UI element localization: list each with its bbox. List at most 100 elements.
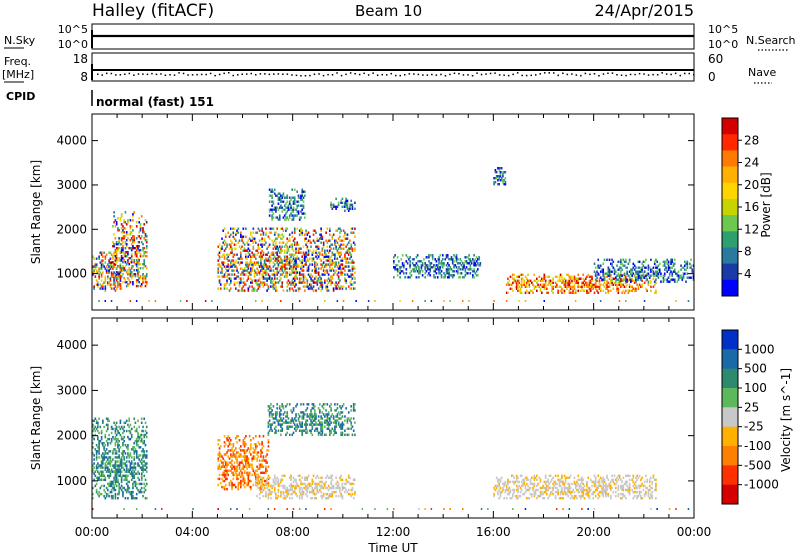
vel-cell — [217, 439, 220, 442]
vel-cell — [226, 461, 228, 464]
power-cell — [243, 283, 246, 286]
power-cell — [435, 268, 438, 271]
power-cell — [245, 235, 247, 238]
vel-cell — [326, 492, 329, 496]
power-cell — [93, 265, 95, 268]
vel-cell — [247, 475, 250, 479]
nave-dot — [602, 73, 605, 75]
vel-cell — [250, 487, 252, 491]
power-cell — [300, 277, 302, 280]
power-cell — [135, 245, 138, 248]
power-cell — [655, 274, 657, 277]
vel-cell — [336, 403, 339, 406]
vel-cell — [102, 442, 104, 445]
power-cell — [287, 218, 290, 221]
power-cell — [143, 251, 146, 254]
vel-cell — [290, 492, 292, 496]
power-cell — [252, 263, 255, 266]
vel-cell — [315, 423, 317, 426]
power-cell — [248, 263, 251, 266]
power-cell — [503, 171, 506, 174]
power-cell — [298, 251, 301, 254]
power-cell — [351, 249, 354, 252]
vel-cell — [93, 458, 95, 461]
power-cell — [638, 283, 641, 286]
power-cell — [297, 287, 300, 290]
power-cell — [336, 241, 339, 244]
vel-cell — [300, 411, 302, 414]
power-cell — [327, 259, 330, 262]
vel-cell — [327, 427, 330, 430]
vel-cell — [275, 482, 277, 486]
power-cell — [322, 255, 325, 258]
power-cell — [135, 263, 138, 266]
power-cell — [258, 239, 261, 242]
power-cell — [630, 278, 632, 281]
vel-cell — [324, 433, 326, 437]
vel-cell — [238, 463, 241, 466]
power-cell — [352, 241, 355, 244]
vel-cell — [242, 465, 245, 468]
vel-cell — [231, 483, 233, 487]
vel-cell — [255, 473, 257, 477]
vel-cell — [235, 469, 237, 473]
power-cell — [258, 273, 261, 276]
power-cell — [246, 257, 248, 260]
vel-cell — [256, 453, 258, 456]
power-cell — [413, 258, 415, 261]
power-cell — [556, 285, 558, 288]
power-cell — [435, 260, 438, 263]
power-cell — [305, 251, 307, 254]
power-cell — [597, 291, 600, 294]
power-cell — [243, 249, 246, 252]
vel-cell — [103, 456, 105, 459]
power-cell — [283, 255, 286, 258]
vel-cell — [114, 429, 117, 433]
vel-cell — [327, 421, 330, 424]
power-cell — [223, 253, 226, 256]
vel-cell — [132, 494, 134, 498]
power-cell — [119, 275, 122, 278]
power-cell — [640, 285, 642, 288]
power-cell — [235, 265, 237, 268]
vel-cell — [330, 494, 332, 498]
vel-cell — [273, 490, 276, 494]
power-cell — [311, 251, 314, 254]
power-cell — [113, 279, 115, 282]
power-cell — [139, 253, 142, 256]
vel-cell — [114, 472, 117, 475]
power-cell — [441, 266, 444, 269]
power-cell — [690, 276, 692, 279]
power-cell — [113, 245, 115, 248]
vel-cell — [114, 478, 117, 482]
vel-cell — [138, 464, 141, 467]
power-cell — [306, 283, 309, 286]
power-cell — [426, 264, 429, 267]
power-cell — [680, 264, 682, 267]
power-cell — [291, 208, 294, 211]
power-cell — [296, 227, 299, 230]
power-cell — [137, 284, 139, 288]
power-cell — [612, 260, 615, 263]
power-cell — [583, 279, 586, 282]
vel-cell — [115, 460, 118, 463]
power-cell — [286, 227, 289, 230]
vel-cell — [277, 494, 280, 498]
power-cell — [108, 281, 110, 284]
power-cell — [223, 283, 226, 286]
vel-cell — [144, 488, 147, 492]
power-cell — [335, 207, 337, 210]
power-cell — [589, 285, 592, 288]
power-cell — [227, 263, 230, 266]
power-cell — [256, 281, 258, 284]
freq-label-2: [MHz] — [2, 68, 34, 81]
vel-cell — [102, 458, 104, 461]
vel-cell — [105, 448, 108, 451]
nave-dot — [273, 73, 275, 75]
power-cell — [316, 279, 319, 282]
power-cell — [304, 259, 306, 262]
power-cell — [588, 279, 591, 282]
power-cell — [139, 223, 142, 226]
power-cell — [270, 281, 272, 284]
power-cell — [559, 289, 562, 292]
